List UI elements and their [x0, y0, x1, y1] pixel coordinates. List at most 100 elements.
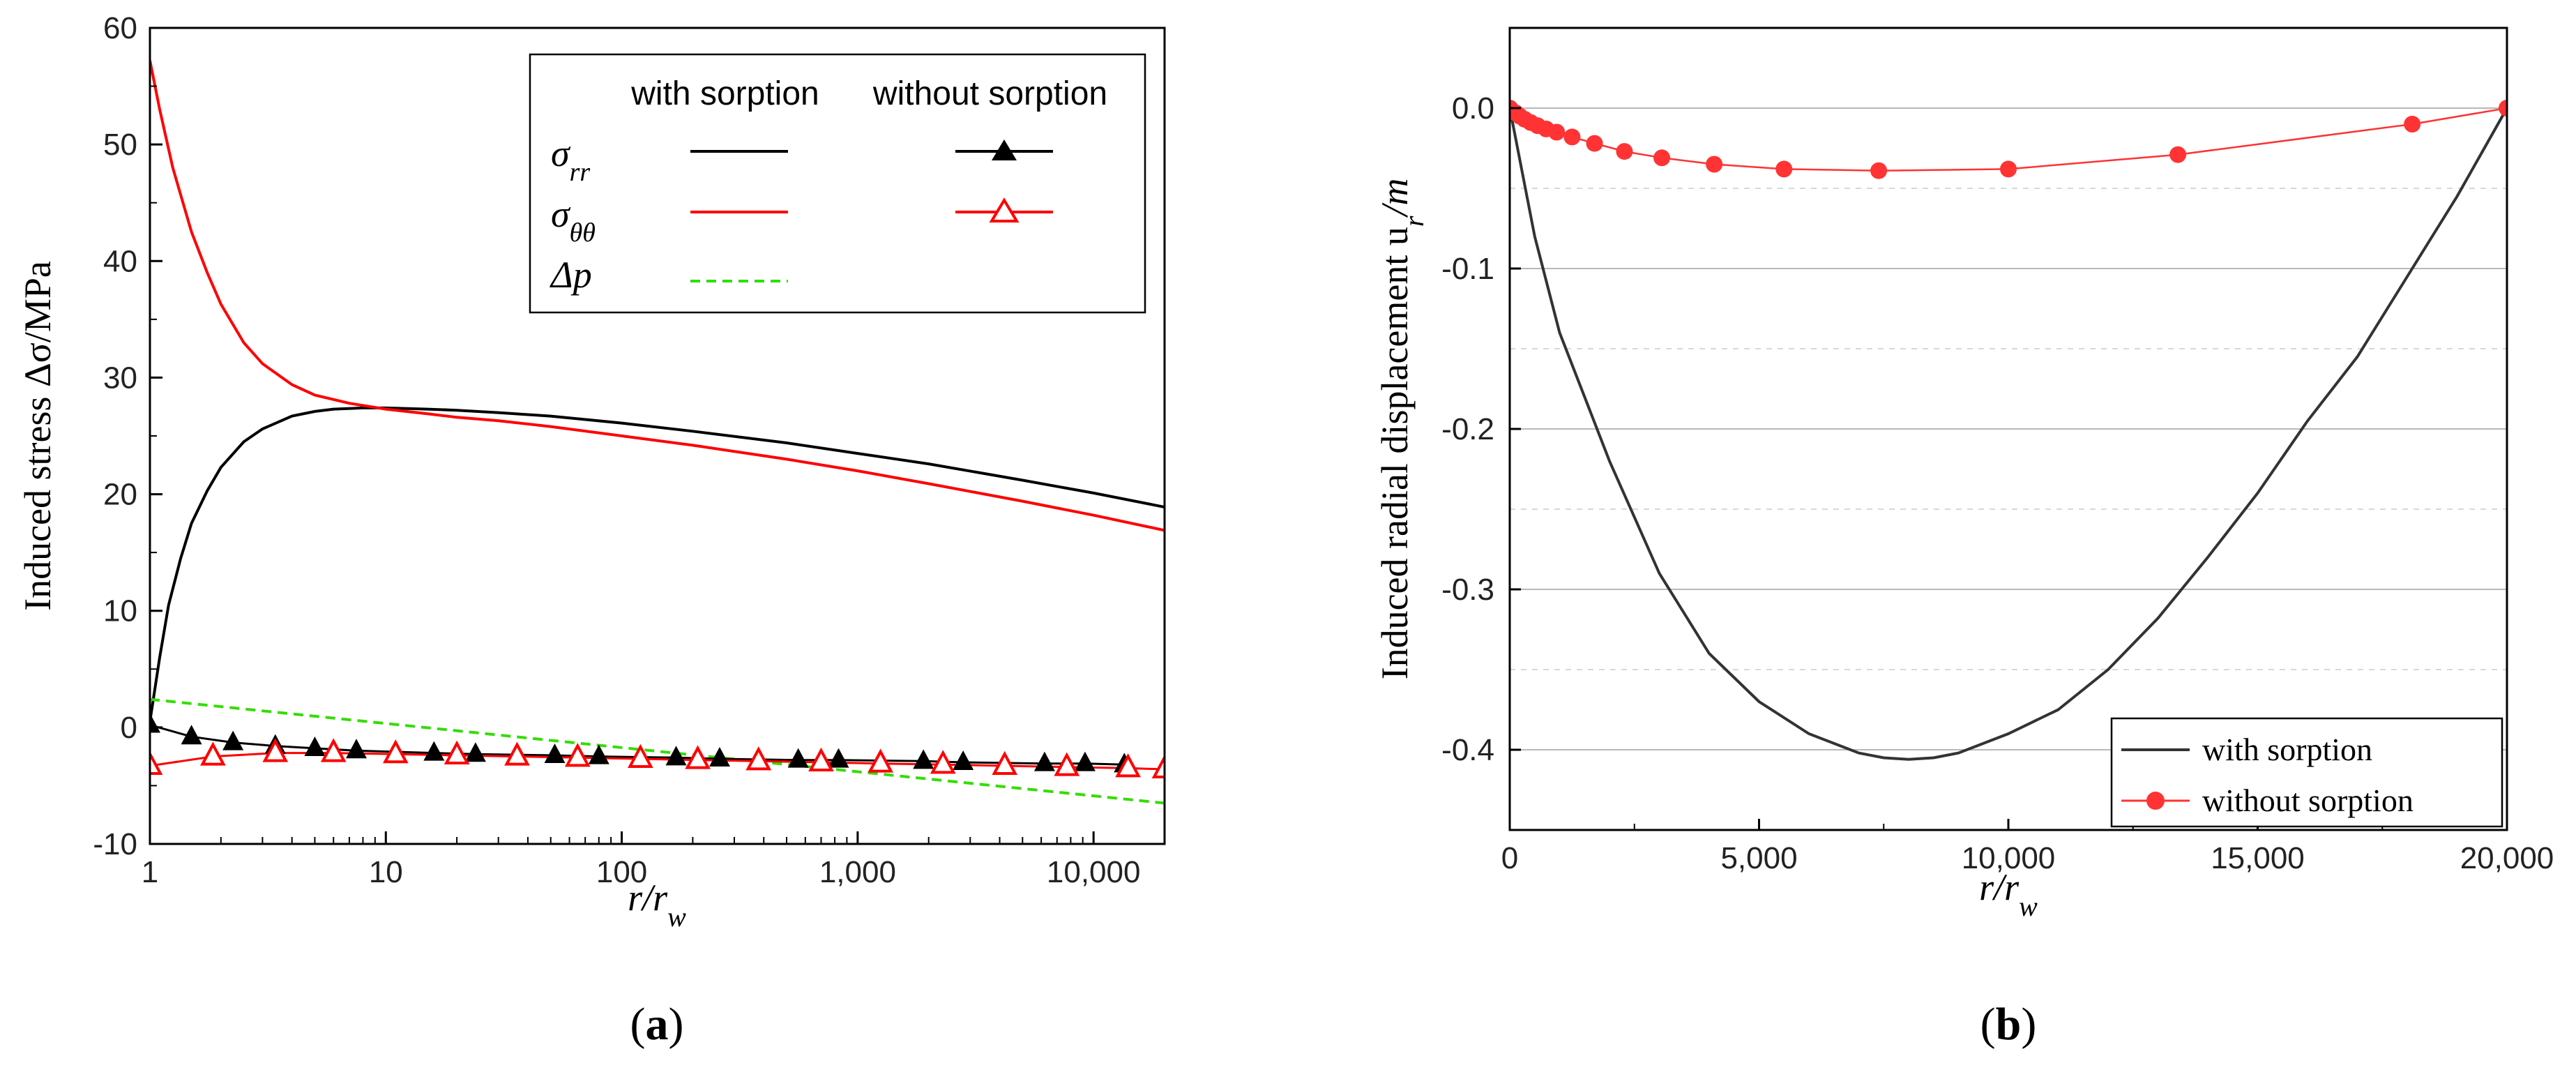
a-marker-open-triangle — [1054, 752, 1080, 776]
b-legend-box — [2110, 717, 2503, 828]
b-marker-circle — [1653, 149, 1671, 167]
b-x-tick-label: 20,000 — [2460, 841, 2554, 875]
a-legend-box — [529, 53, 1146, 314]
a-marker-open-triangle — [808, 747, 834, 771]
b-marker-circle — [1586, 135, 1603, 152]
a-series-line-2 — [150, 697, 1165, 805]
b-legend-marker-circle — [2146, 792, 2165, 810]
a-marker-filled-triangle — [181, 725, 202, 745]
b-caption: (b) — [1980, 999, 2037, 1050]
b-x-tick-label: 0 — [1501, 841, 1518, 875]
a-marker-filled-triangle — [464, 742, 486, 762]
a-legend: with sorption without sorption σrr σθθ Δ… — [529, 53, 1146, 314]
a-x-tick-label: 1 — [142, 855, 158, 889]
a-legend-label-dp: Δp — [550, 254, 592, 296]
a-x-axis: 1 10 100 1,000 10,000 — [142, 831, 1165, 889]
b-legend: with sorption without sorption — [2110, 717, 2503, 828]
b-marker-circle — [1548, 123, 1566, 141]
a-y-axis-label: Induced stress Δσ/MPa — [17, 261, 59, 611]
b-y-tick-label: -0.3 — [1441, 573, 1494, 607]
panel-a: 1 10 100 1,000 10,000 -10 0 10 20 30 40 50 60 Induc… — [17, 11, 1166, 1050]
a-marker-filled-triangle — [709, 746, 730, 767]
a-legend-header-with: with sorption — [630, 75, 819, 112]
a-marker-filled-triangle — [828, 748, 849, 768]
b-legend-label-without: without sorption — [2202, 783, 2414, 818]
b-y-tick-label: -0.2 — [1441, 412, 1494, 446]
a-marker-open-triangle — [504, 741, 530, 766]
a-x-tick-label: 10 — [369, 855, 403, 889]
b-y-axis: -0.4 -0.3 -0.2 -0.1 0.0 — [1441, 91, 1521, 767]
b-x-tick-label: 5,000 — [1720, 841, 1797, 875]
a-x-tick-label: 100 — [596, 855, 647, 889]
a-series-line-0 — [150, 406, 1165, 722]
b-marker-circle — [1706, 156, 1723, 173]
a-marker-filled-triangle — [665, 746, 687, 766]
a-marker-filled-triangle — [346, 739, 368, 759]
a-series-line-1 — [150, 60, 1165, 532]
b-x-tick-label: 10,000 — [1962, 841, 2056, 875]
a-marker-open-triangle — [564, 743, 591, 767]
a-y-tick-label: 60 — [103, 11, 137, 45]
a-marker-open-triangle — [262, 738, 289, 762]
b-gridlines — [1510, 107, 2507, 750]
a-y-tick-label: 20 — [103, 478, 137, 512]
a-legend-marker-open-triangle — [989, 197, 1020, 222]
a-legend-marker-filled-triangle — [992, 139, 1017, 160]
a-x-axis-label: r/rw — [628, 877, 686, 933]
a-caption: (a) — [630, 999, 684, 1050]
a-y-tick-label: 30 — [103, 361, 137, 395]
a-marker-open-triangle — [745, 746, 772, 771]
a-marker-filled-triangle — [953, 750, 974, 770]
b-marker-circle — [1563, 128, 1581, 146]
a-marker-open-triangle — [200, 741, 226, 766]
b-legend-label-with: with sorption — [2202, 732, 2372, 767]
a-marker-open-triangle — [628, 743, 653, 768]
a-marker-open-triangle — [320, 738, 347, 762]
a-marker-open-triangle — [867, 748, 894, 773]
a-marker-open-triangle — [382, 739, 409, 764]
a-x-tick-label: 10,000 — [1047, 855, 1141, 889]
b-y-tick-label: 0.0 — [1452, 91, 1494, 126]
a-legend-label-stt: σθθ — [551, 193, 596, 248]
b-series-line-0 — [1510, 107, 2507, 761]
a-y-tick-label: 40 — [103, 244, 137, 278]
a-marker-filled-triangle — [588, 744, 609, 764]
b-marker-circle — [2404, 116, 2421, 133]
a-y-tick-label: -10 — [93, 827, 137, 861]
a-marker-open-triangle — [685, 745, 711, 769]
a-marker-open-triangle — [444, 740, 470, 764]
a-marker-open-triangle — [992, 750, 1018, 776]
a-marker-filled-triangle — [1033, 751, 1055, 771]
a-y-tick-label: 50 — [103, 128, 137, 162]
a-y-axis: -10 0 10 20 30 40 50 60 — [93, 11, 162, 861]
a-marker-open-triangle — [1115, 753, 1141, 778]
a-marker-filled-triangle — [913, 749, 934, 769]
b-x-axis: 0 5,000 10,000 15,000 20,000 — [1501, 819, 2554, 875]
panel-b: 0 5,000 10,000 15,000 20,000 -0.4-0.3-0.2-0.… — [1374, 27, 2554, 1050]
a-marker-open-triangle — [930, 750, 956, 774]
b-y-axis-label: Induced radial displacement ur/m — [1374, 179, 1430, 680]
a-marker-open-triangle — [150, 750, 163, 776]
a-marker-open-triangle — [1151, 754, 1165, 779]
a-series-group — [150, 60, 1165, 805]
a-y-tick-label: 10 — [103, 594, 137, 628]
a-legend-label-srr: σrr — [551, 133, 590, 187]
a-y-tick-label: 0 — [121, 711, 137, 745]
b-marker-circle — [2000, 160, 2017, 178]
a-legend-header-without: without sorption — [872, 75, 1107, 112]
b-y-tick-label: -0.4 — [1441, 733, 1494, 767]
a-marker-filled-triangle — [423, 741, 445, 761]
b-x-axis-label: r/rw — [1979, 866, 2038, 922]
b-x-tick-label: 15,000 — [2211, 841, 2305, 875]
b-marker-circle — [2499, 100, 2507, 116]
b-marker-circle — [2169, 146, 2187, 163]
a-marker-filled-triangle — [222, 730, 244, 750]
b-marker-circle — [1616, 143, 1633, 160]
a-marker-filled-triangle — [304, 736, 326, 756]
a-marker-filled-triangle — [787, 748, 809, 768]
b-marker-circle — [1870, 162, 1888, 179]
a-marker-filled-triangle — [1074, 751, 1096, 771]
b-y-tick-label: -0.1 — [1441, 252, 1494, 286]
a-marker-filled-triangle — [544, 743, 566, 763]
